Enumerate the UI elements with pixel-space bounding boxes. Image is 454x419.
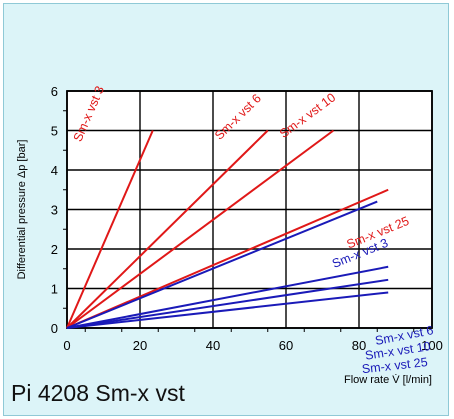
y-axis-label: Differential pressure Δp [bar] [16, 140, 28, 280]
series-line [66, 129, 335, 329]
chart-panel: 0 20 40 60 80 100 0 1 2 3 4 5 6 Flow rate V̇ [l/min] D… [3, 3, 449, 416]
series-line [66, 265, 389, 329]
y-tick-label: 3 [51, 203, 58, 218]
chart-title: Pi 4208 Sm-x vst [11, 380, 185, 406]
series-line [66, 200, 378, 329]
series-line [66, 278, 389, 329]
x-tick-label: 0 [63, 338, 70, 353]
x-tick-label: 80 [352, 338, 366, 353]
x-axis-label: Flow rate V̇ [l/min] [344, 373, 432, 386]
chart-svg: 0 20 40 60 80 100 0 1 2 3 4 5 6 Flow rate V̇ [l/min] D… [16, 84, 443, 386]
y-tick-label: 4 [51, 163, 58, 178]
y-tick-label: 2 [51, 242, 58, 257]
plot-frame [66, 90, 433, 329]
series-line [66, 129, 269, 329]
x-tick-label: 60 [279, 338, 293, 353]
series-line [66, 291, 389, 329]
x-tick-label: 20 [133, 338, 147, 353]
y-tick-label: 6 [51, 84, 58, 99]
y-tick-label: 1 [51, 282, 58, 297]
y-tick-label: 5 [51, 124, 58, 139]
x-tick-label: 40 [206, 338, 220, 353]
series-line [66, 130, 154, 329]
x-tick-label: 100 [421, 338, 443, 353]
y-tick-label: 0 [51, 321, 58, 336]
series-line [66, 188, 389, 329]
